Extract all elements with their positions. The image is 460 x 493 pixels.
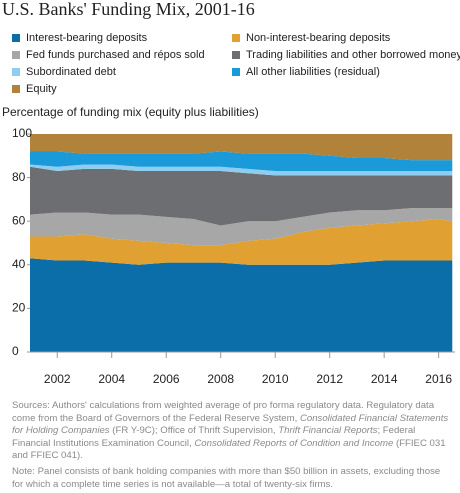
y-tick-label: 20: [12, 301, 26, 315]
x-tick-label: 2012: [316, 372, 343, 386]
source-text: ; Federal Financial Institutions Examina…: [12, 425, 416, 449]
y-tick-label: 80: [12, 170, 26, 184]
legend-swatch: [12, 51, 20, 59]
source-text: Sources: Authors' calculations from weig…: [12, 400, 435, 424]
legend-label: Subordinated debt: [26, 66, 116, 78]
y-axis-label: Percentage of funding mix (equity plus l…: [2, 105, 259, 119]
y-tick-label: 100: [12, 126, 32, 140]
source-text: Thrift Financial Reports: [278, 425, 378, 436]
legend-swatch: [12, 68, 20, 76]
legend-swatch: [232, 68, 240, 76]
legend-swatch: [12, 85, 20, 93]
legend-swatch: [232, 51, 240, 59]
legend-label: Equity: [26, 83, 57, 95]
area: [30, 208, 453, 246]
area: [30, 164, 453, 176]
legend-label: Trading liabilities and other borrowed m…: [246, 49, 460, 61]
y-tick-label: 0: [12, 344, 19, 358]
note: Note: Panel consists of bank holding com…: [12, 466, 441, 490]
source-text: Consolidated Financial Statements for Ho…: [12, 412, 449, 437]
y-tick-label: 40: [12, 257, 26, 271]
x-tick-label: 2016: [425, 372, 452, 386]
legend-label: All other liabilities (residual): [246, 66, 380, 78]
area: [30, 151, 453, 172]
legend-swatch: [232, 34, 240, 42]
x-tick-label: 2002: [44, 372, 71, 386]
legend-label: Non-interest-bearing deposits: [246, 32, 391, 44]
x-tick-label: 2006: [153, 372, 180, 386]
area: [30, 258, 453, 352]
y-tick-label: 60: [12, 213, 26, 227]
x-tick-label: 2008: [207, 372, 234, 386]
area: [30, 166, 453, 226]
legend-label: Fed funds purchased and répos sold: [26, 49, 205, 61]
x-tick-label: 2004: [98, 372, 125, 386]
chart: U.S. Banks' Funding Mix, 2001-16 Percent…: [2, 0, 460, 386]
source: Sources: Authors' calculations from weig…: [12, 400, 452, 463]
area: [30, 134, 453, 161]
legend-swatch: [12, 34, 20, 42]
chart-title: U.S. Banks' Funding Mix, 2001-16: [2, 0, 255, 19]
source-text: (FR Y-9C); Office of Thrift Supervision,: [109, 425, 279, 436]
legend-label: Interest-bearing deposits: [26, 32, 148, 44]
x-tick-label: 2010: [262, 372, 289, 386]
x-tick-label: 2014: [371, 372, 398, 386]
source-text: Consolidated Reports of Condition and In…: [194, 437, 394, 449]
source-text: (FFIEC 031 and FFIEC 041).: [12, 437, 446, 462]
